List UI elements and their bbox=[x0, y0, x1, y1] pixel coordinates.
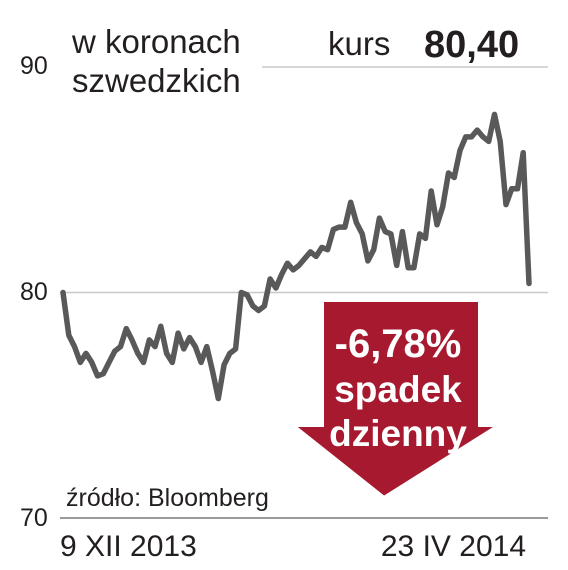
badge-line3: dzienny bbox=[329, 413, 467, 454]
daily-change-badge: -6,78% spadek dzienny bbox=[286, 298, 507, 501]
price-series-line bbox=[60, 111, 532, 402]
y-tick-label: 90 bbox=[20, 52, 48, 80]
x-end-label: 23 IV 2014 bbox=[381, 530, 526, 563]
badge-line2: spadek bbox=[334, 369, 462, 410]
down-arrow-shape bbox=[286, 298, 507, 501]
unit-label-line1: w koronach bbox=[71, 23, 241, 60]
gridlines bbox=[60, 66, 548, 519]
y-tick-label: 80 bbox=[20, 278, 48, 306]
unit-label-line2: szwedzkich bbox=[72, 62, 241, 99]
y-tick-label: 70 bbox=[20, 504, 48, 532]
kurs-value: 80,40 bbox=[424, 24, 519, 66]
source-label: źródło: Bloomberg bbox=[66, 484, 269, 512]
badge-percent: -6,78% bbox=[335, 322, 462, 366]
kurs-label: kurs bbox=[328, 25, 390, 62]
x-start-label: 9 XII 2013 bbox=[60, 530, 197, 563]
